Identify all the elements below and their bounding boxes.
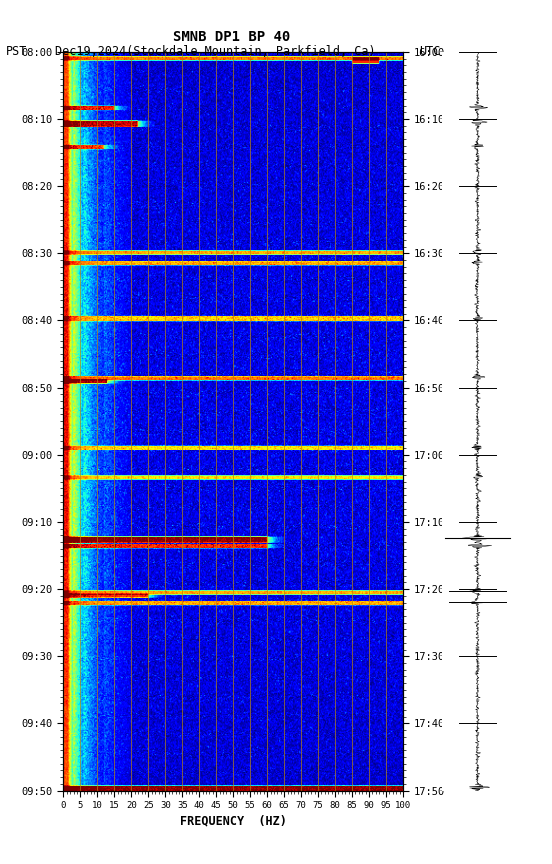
Text: SMNB DP1 BP 40: SMNB DP1 BP 40 — [173, 30, 290, 44]
X-axis label: FREQUENCY  (HZ): FREQUENCY (HZ) — [180, 814, 286, 827]
Text: Dec19,2024(Stockdale Mountain, Parkfield, Ca): Dec19,2024(Stockdale Mountain, Parkfield… — [55, 45, 376, 58]
Text: PST: PST — [6, 45, 27, 58]
Text: UTC: UTC — [420, 45, 441, 58]
